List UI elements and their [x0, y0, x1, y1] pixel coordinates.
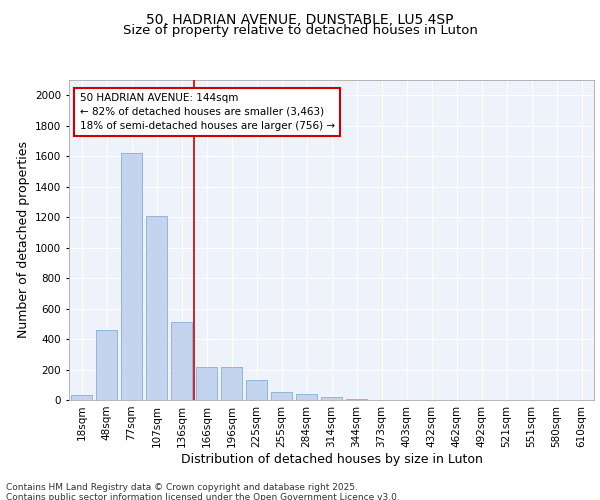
Bar: [271, 392, 292, 400]
Y-axis label: Number of detached properties: Number of detached properties: [17, 142, 29, 338]
Text: 50 HADRIAN AVENUE: 144sqm
← 82% of detached houses are smaller (3,463)
18% of se: 50 HADRIAN AVENUE: 144sqm ← 82% of detac…: [79, 93, 335, 131]
Text: Contains HM Land Registry data © Crown copyright and database right 2025.
Contai: Contains HM Land Registry data © Crown c…: [6, 482, 400, 500]
Bar: [346, 399, 367, 400]
Bar: [96, 330, 117, 400]
Text: 50, HADRIAN AVENUE, DUNSTABLE, LU5 4SP: 50, HADRIAN AVENUE, DUNSTABLE, LU5 4SP: [146, 12, 454, 26]
Bar: [121, 153, 142, 400]
Bar: [321, 397, 342, 400]
Bar: [71, 396, 92, 400]
X-axis label: Distribution of detached houses by size in Luton: Distribution of detached houses by size …: [181, 452, 482, 466]
Bar: [296, 394, 317, 400]
Bar: [246, 380, 267, 400]
Bar: [146, 216, 167, 400]
Bar: [221, 367, 242, 400]
Bar: [171, 322, 192, 400]
Bar: [196, 367, 217, 400]
Text: Size of property relative to detached houses in Luton: Size of property relative to detached ho…: [122, 24, 478, 37]
